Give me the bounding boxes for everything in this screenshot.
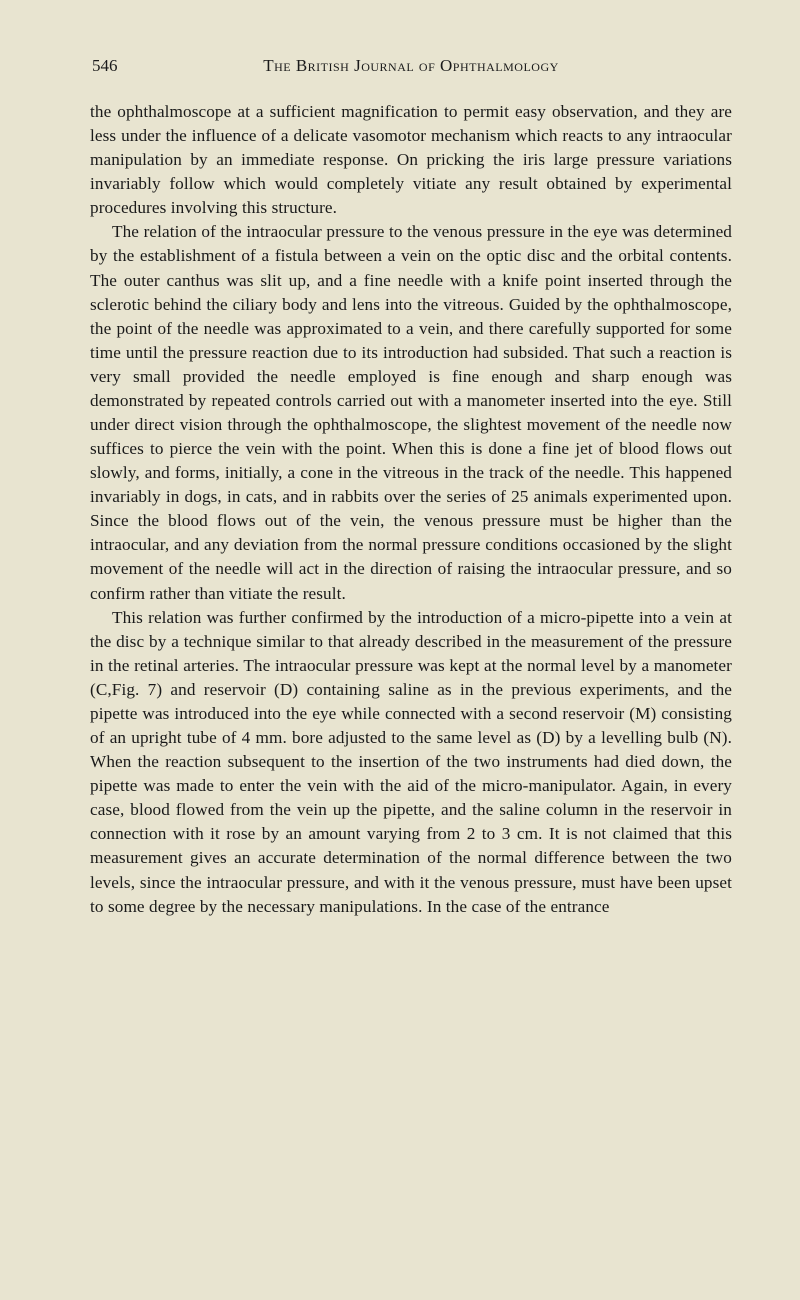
page-number: 546 bbox=[92, 56, 118, 76]
paragraph-1: the ophthalmoscope at a sufficient magni… bbox=[90, 100, 732, 220]
paragraph-2: The relation of the intraocular pressure… bbox=[90, 220, 732, 605]
paragraph-3: This relation was further confirmed by t… bbox=[90, 606, 732, 919]
journal-title: The British Journal of Ophthalmology bbox=[90, 56, 732, 76]
body-text: the ophthalmoscope at a sufficient magni… bbox=[90, 100, 732, 919]
